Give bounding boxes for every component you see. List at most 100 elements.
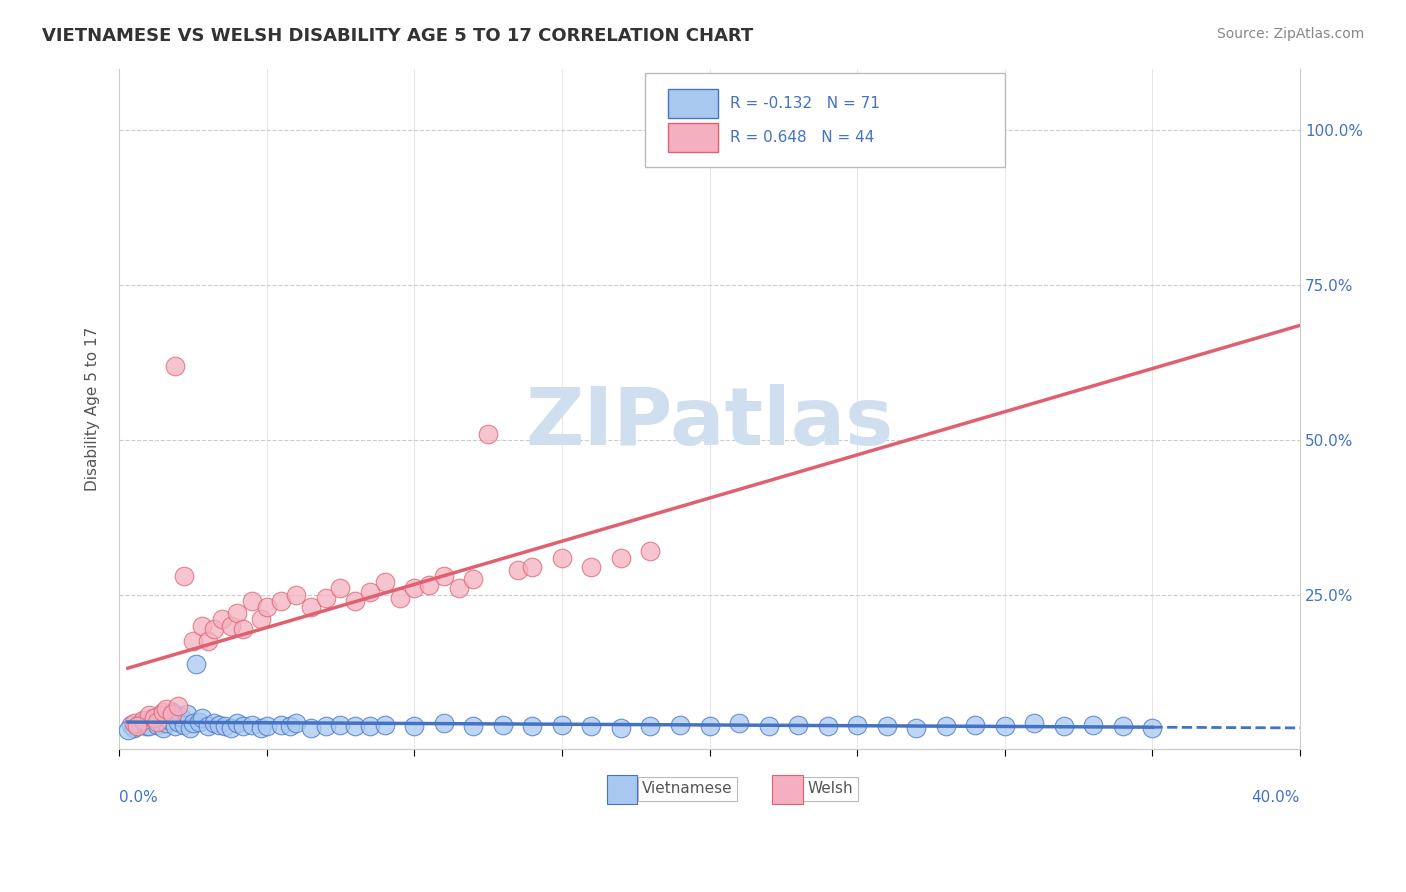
Point — [905, 721, 928, 735]
Point — [128, 716, 150, 731]
Point — [817, 719, 839, 733]
Point — [202, 716, 225, 731]
Point — [202, 622, 225, 636]
Point — [143, 711, 166, 725]
Point — [143, 711, 166, 725]
Point — [232, 719, 254, 733]
Point — [329, 717, 352, 731]
Point — [299, 721, 322, 735]
FancyBboxPatch shape — [668, 123, 718, 152]
Point — [581, 719, 603, 733]
Point — [388, 591, 411, 605]
Point — [344, 594, 367, 608]
Point — [256, 600, 278, 615]
Point — [463, 719, 485, 733]
Text: 0.0%: 0.0% — [120, 790, 157, 805]
Point — [181, 716, 204, 731]
FancyBboxPatch shape — [607, 775, 637, 804]
Point — [1112, 719, 1135, 733]
Point — [165, 719, 187, 733]
Point — [160, 706, 183, 720]
Point — [418, 578, 440, 592]
Y-axis label: Disability Age 5 to 17: Disability Age 5 to 17 — [86, 326, 100, 491]
Point — [167, 714, 190, 729]
Point — [190, 711, 212, 725]
Point — [226, 606, 249, 620]
Point — [197, 634, 219, 648]
Point — [640, 544, 662, 558]
Point — [551, 717, 574, 731]
Text: ZIPatlas: ZIPatlas — [526, 384, 894, 461]
Point — [1083, 717, 1105, 731]
Point — [122, 721, 145, 735]
Text: Vietnamese: Vietnamese — [643, 781, 733, 797]
Point — [249, 612, 271, 626]
Point — [155, 716, 177, 731]
Point — [155, 702, 177, 716]
Point — [299, 600, 322, 615]
Point — [141, 711, 163, 725]
Point — [846, 717, 869, 731]
Text: Source: ZipAtlas.com: Source: ZipAtlas.com — [1216, 27, 1364, 41]
Point — [315, 719, 337, 733]
Point — [125, 719, 148, 733]
Point — [285, 588, 308, 602]
Point — [965, 717, 987, 731]
Point — [374, 575, 396, 590]
Point — [176, 706, 198, 721]
Text: Welsh: Welsh — [807, 781, 853, 797]
Point — [699, 719, 721, 733]
Point — [152, 721, 174, 735]
Point — [122, 716, 145, 731]
Point — [256, 719, 278, 733]
FancyBboxPatch shape — [644, 73, 1005, 168]
Point — [197, 719, 219, 733]
Point — [232, 622, 254, 636]
Point — [728, 716, 751, 731]
Point — [219, 721, 242, 735]
Point — [285, 716, 308, 731]
Point — [179, 721, 201, 735]
Point — [463, 572, 485, 586]
Point — [173, 569, 195, 583]
FancyBboxPatch shape — [668, 89, 718, 118]
Point — [173, 717, 195, 731]
Point — [581, 559, 603, 574]
Point — [219, 618, 242, 632]
Point — [551, 550, 574, 565]
Point — [208, 717, 231, 731]
Point — [492, 717, 515, 731]
Point — [1142, 721, 1164, 735]
Point — [138, 719, 160, 733]
Point — [211, 612, 233, 626]
Point — [131, 713, 153, 727]
Point — [117, 723, 139, 737]
Text: R = 0.648   N = 44: R = 0.648 N = 44 — [730, 130, 875, 145]
Point — [160, 706, 183, 721]
Point — [522, 559, 544, 574]
Point — [477, 426, 499, 441]
Point — [240, 594, 263, 608]
Point — [165, 359, 187, 373]
Point — [433, 716, 456, 731]
Point — [315, 591, 337, 605]
Point — [994, 719, 1017, 733]
Point — [214, 719, 236, 733]
Point — [329, 582, 352, 596]
Point — [359, 584, 381, 599]
Point — [359, 719, 381, 733]
Point — [758, 719, 780, 733]
Point — [433, 569, 456, 583]
Point — [170, 710, 193, 724]
Point — [152, 706, 174, 720]
Point — [447, 582, 470, 596]
Point — [167, 699, 190, 714]
Point — [506, 563, 529, 577]
Point — [187, 714, 209, 729]
Point — [125, 719, 148, 733]
Point — [135, 719, 157, 733]
Point — [270, 717, 292, 731]
Point — [184, 657, 207, 671]
Point — [1024, 716, 1046, 731]
Point — [522, 719, 544, 733]
